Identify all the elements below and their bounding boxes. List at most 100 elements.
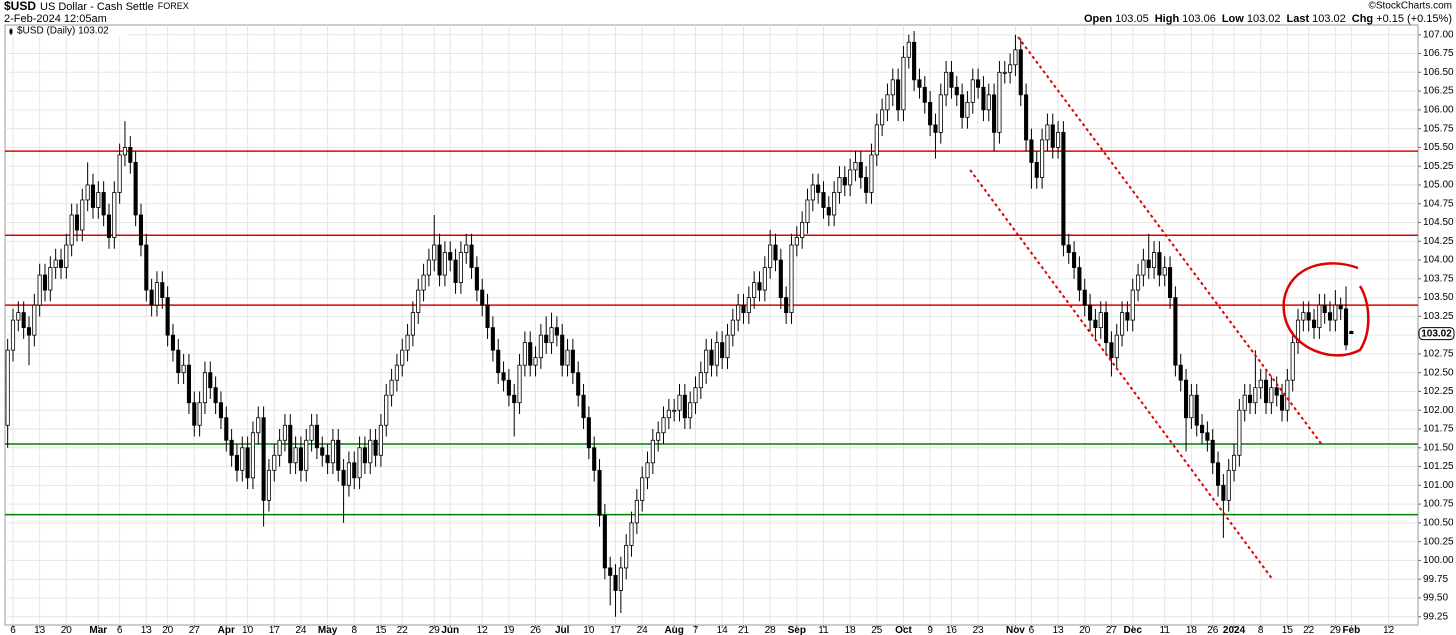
candle-body (800, 222, 805, 238)
candle-body (1050, 124, 1055, 148)
x-tick-label: 24 (295, 625, 307, 635)
x-tick-label: May (318, 625, 338, 635)
header-title: $USD US Dollar - Cash Settle FOREX (4, 0, 189, 13)
quote-value: 103.02 (1247, 13, 1281, 25)
candle-body (416, 289, 421, 314)
x-tick-label: Oct (895, 625, 912, 635)
candle-body (138, 214, 144, 246)
candle-body (453, 259, 458, 283)
candle-body (53, 259, 58, 268)
x-tick-label: 16 (946, 625, 958, 635)
x-tick-label: Aug (664, 625, 683, 635)
quote-label: Low (1222, 13, 1244, 25)
candle-body (469, 244, 474, 268)
candle-body (373, 439, 378, 456)
candle-body (746, 297, 751, 314)
candle-body (1040, 139, 1045, 178)
candle-body (1082, 289, 1087, 306)
candle-body (1343, 308, 1349, 346)
x-tick-label: 13 (1053, 625, 1065, 635)
candle-body (1109, 342, 1114, 359)
candle-body (336, 439, 341, 471)
x-tick-label: 22 (397, 625, 409, 635)
candle-body (1237, 409, 1242, 456)
y-tick-label: 104.50 (1423, 217, 1454, 228)
candle-body (784, 297, 789, 314)
candle-body (848, 169, 853, 186)
candles (5, 31, 1354, 617)
candle-body (1285, 379, 1290, 411)
source: ©StockCharts.com (1368, 1, 1452, 12)
candle-body (682, 394, 687, 419)
legend-icon (9, 29, 13, 34)
candle-body (101, 192, 106, 216)
candle-body (704, 349, 709, 374)
candle-body (170, 334, 176, 351)
candle-body (42, 274, 48, 291)
x-tick-label: 22 (1303, 625, 1315, 635)
candle-body (1338, 304, 1343, 310)
candle-body (1141, 259, 1146, 276)
candle-body (357, 447, 362, 479)
candle-body (112, 192, 117, 238)
x-tick-label: 2024 (1223, 625, 1246, 635)
candle-body (560, 334, 565, 366)
candle-body (949, 71, 954, 88)
candle-body (901, 56, 906, 111)
candle-body (858, 162, 863, 178)
candle-body (181, 364, 186, 374)
candle-body (1056, 131, 1061, 148)
candle-body (272, 454, 277, 471)
candle-body (1029, 139, 1034, 163)
candle-body (277, 439, 282, 456)
candle-body (709, 349, 714, 366)
candle-body (880, 109, 885, 126)
candle-body (437, 244, 442, 276)
candle-body (874, 124, 879, 156)
candle-body (778, 259, 783, 298)
candle-body (464, 244, 469, 253)
y-tick-label: 100.50 (1423, 518, 1454, 529)
candle-body (1253, 387, 1258, 404)
candle-body (997, 71, 1002, 133)
candle-body (160, 282, 165, 298)
candle-body (133, 162, 138, 216)
y-tick-label: 101.00 (1423, 480, 1454, 491)
y-tick-label: 101.50 (1423, 442, 1454, 453)
y-tick-label: 104.00 (1423, 255, 1454, 266)
candle-body (218, 402, 224, 419)
candle-body (389, 379, 394, 396)
y-tick-label: 101.75 (1423, 424, 1454, 435)
candle-body (576, 372, 581, 396)
candle-body (624, 545, 629, 569)
candle-body (346, 462, 351, 486)
x-tick-label: 18 (845, 625, 857, 635)
x-tick-label: 12 (477, 625, 489, 635)
exchange: FOREX (158, 1, 189, 11)
candle-body (128, 147, 133, 163)
candle-body (720, 342, 725, 359)
candle-body (1215, 462, 1221, 486)
y-tick-label: 103.50 (1423, 292, 1454, 303)
y-tick-label: 102.25 (1423, 386, 1454, 397)
candle-body (229, 439, 234, 456)
x-tick-label: 13 (34, 625, 46, 635)
y-tick-label: 104.25 (1423, 236, 1454, 247)
x-tick-label: 8 (1258, 625, 1264, 635)
candle-body (144, 244, 149, 291)
candle-body (1279, 394, 1285, 411)
candle-body (762, 267, 767, 291)
x-tick-label: 15 (375, 625, 387, 635)
x-tick-label: 6 (10, 625, 16, 635)
instrument-name: US Dollar - Cash Settle (40, 1, 154, 13)
candle-body (586, 417, 591, 449)
x-tick-label: 6 (117, 625, 123, 635)
candle-body (672, 409, 677, 412)
x-tick-label: 19 (503, 625, 515, 635)
candle-body (842, 177, 847, 186)
candle-body (1178, 364, 1183, 381)
candle-body (906, 41, 911, 58)
y-tick-label: 106.00 (1423, 104, 1454, 115)
date: 2-Feb-2024 12:05am (4, 13, 107, 25)
candle-body (1034, 162, 1039, 178)
